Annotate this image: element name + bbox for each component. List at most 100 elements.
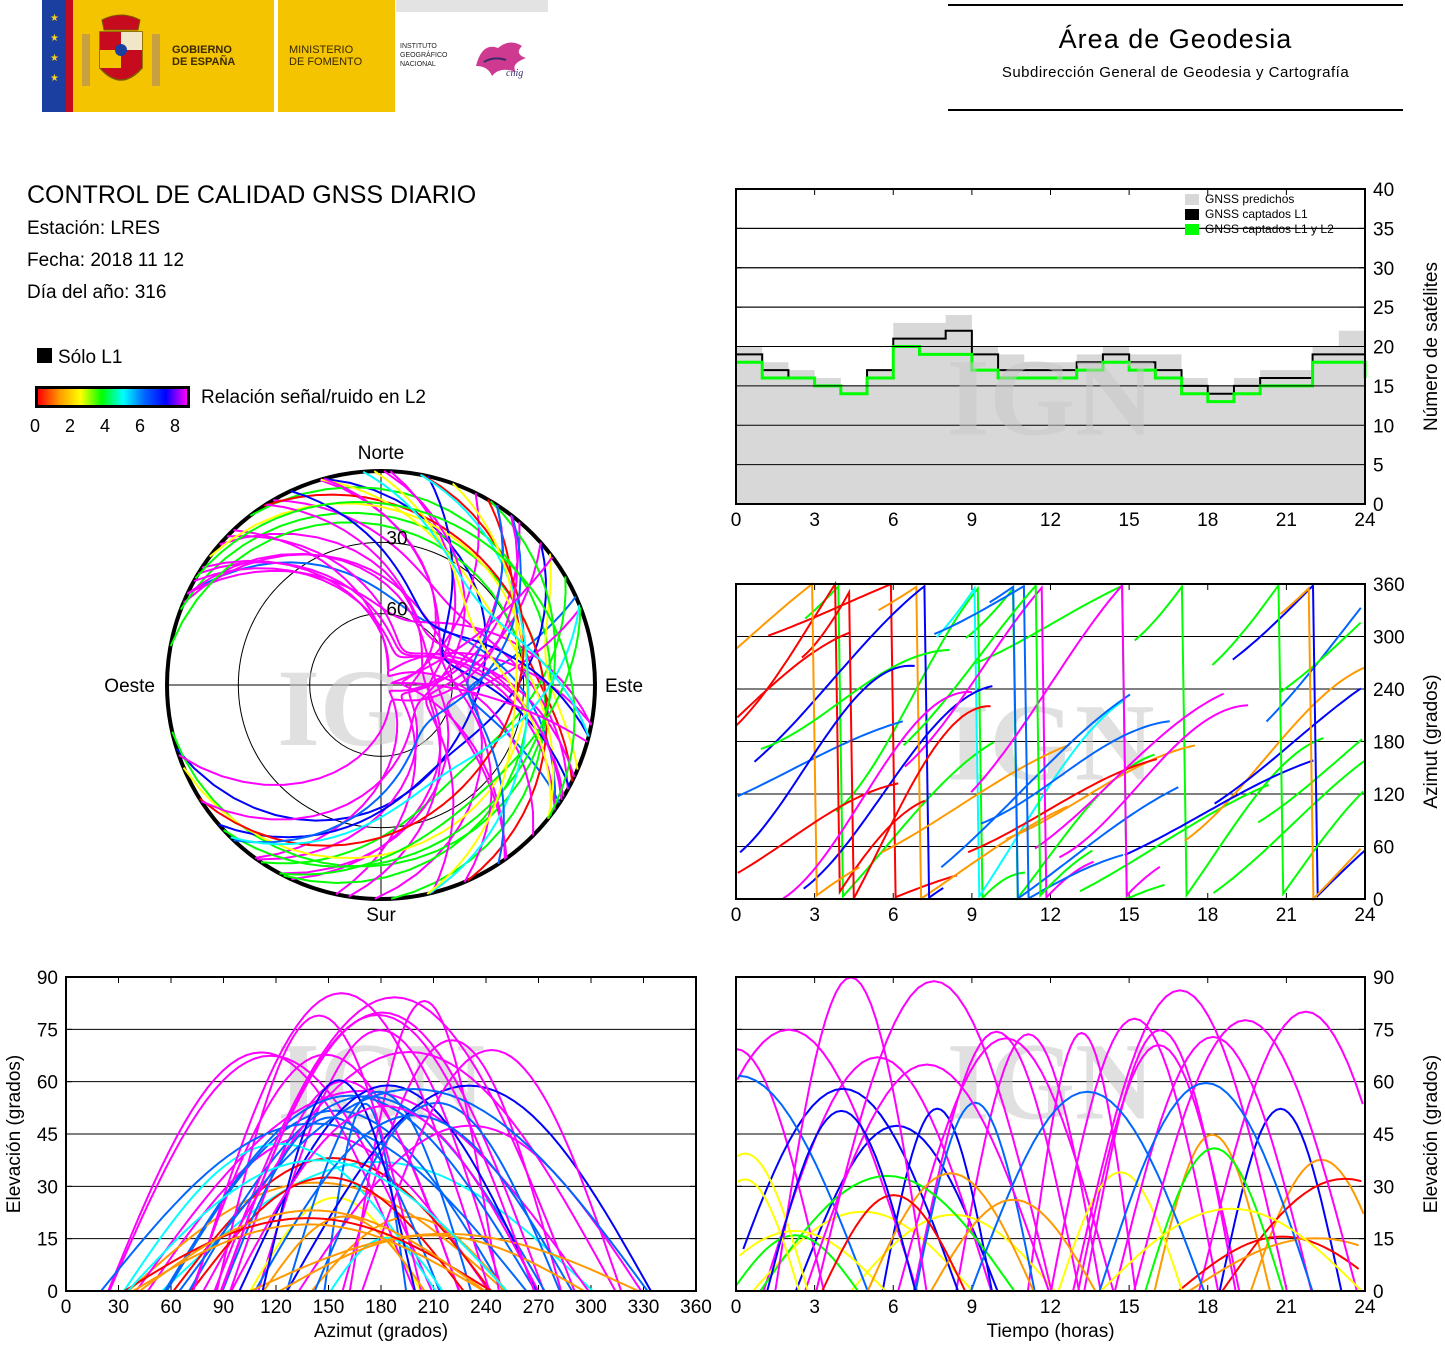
y-tick-label: 75 [1373, 1020, 1394, 1041]
legend-label: GNSS predichos [1205, 192, 1294, 206]
y-tick-label: 30 [1373, 1177, 1394, 1198]
satellite-track [930, 1198, 1097, 1292]
satellite-track [1006, 746, 1195, 840]
y-tick-label: 25 [1373, 298, 1394, 319]
satellite-track [161, 1160, 594, 1292]
snr-legend-label: Relación señal/ruido en L2 [201, 387, 426, 408]
satellite-track [1212, 585, 1363, 893]
satellite-track [866, 1172, 1035, 1292]
x-tick-label: 15 [1119, 905, 1140, 926]
satellite-track [262, 1215, 426, 1292]
satellite-track [755, 586, 944, 897]
satellite-track [186, 552, 450, 875]
plot-frame [735, 188, 1366, 505]
day-of-year-label: Día del año: 316 [27, 282, 167, 303]
satellite-track [233, 515, 522, 844]
y-tick-label: 90 [37, 968, 58, 989]
satellite-track [1215, 688, 1361, 803]
area-subtitle: Subdirección General de Geodesia y Carto… [1001, 64, 1350, 81]
azimuth-tracks [736, 584, 1365, 899]
skyplot-west-label: Oeste [104, 676, 155, 697]
x-tick-label: 24 [1354, 1297, 1376, 1318]
date-label: Fecha: 2018 11 12 [27, 250, 185, 271]
satellite-track [192, 992, 491, 1292]
area-title: Área de Geodesia [1058, 24, 1293, 54]
x-tick-label: 24 [1354, 905, 1376, 926]
plot-frame [735, 976, 1366, 1292]
satellite-track [123, 1217, 492, 1292]
satellite-track [1135, 587, 1324, 896]
cnig-text: cnig [506, 68, 523, 79]
satellite-track [737, 584, 860, 895]
satellite-track [761, 650, 950, 749]
x-tick-label: 3 [809, 905, 820, 926]
satellite-track [804, 1063, 1050, 1292]
satellite-track [389, 556, 588, 743]
satellite-track [879, 587, 1068, 899]
x-tick-label: 330 [628, 1297, 660, 1318]
x-tick-label: 21 [1276, 1297, 1297, 1318]
ign-watermark: IGN [947, 337, 1155, 459]
satellite-track [1080, 785, 1269, 891]
satellite-track [740, 666, 915, 853]
satellite-track [213, 996, 576, 1292]
satellite-track [1050, 1017, 1220, 1292]
satellite-track [1113, 1035, 1313, 1292]
satellite-track [736, 1152, 809, 1292]
l1-only-swatch [37, 348, 52, 363]
legend-swatch [1185, 209, 1199, 220]
satellite-track [127, 1181, 506, 1292]
y-tick-label: 60 [1373, 838, 1394, 859]
satellite-track [941, 695, 1130, 868]
satellite-track [279, 1234, 585, 1292]
y-axis-label: Elevación (grados) [4, 1055, 25, 1213]
x-tick-label: 0 [731, 510, 742, 531]
y-tick-label: 45 [37, 1125, 58, 1146]
y-tick-label: 0 [1373, 495, 1384, 516]
cnig-logo: cnig [476, 42, 526, 79]
ring-label-60: 60 [386, 600, 407, 621]
ring-label-30: 30 [386, 528, 407, 549]
y-tick-label: 35 [1373, 219, 1394, 240]
satellite-track [1177, 1235, 1360, 1292]
x-tick-label: 210 [418, 1297, 450, 1318]
satellite-track [219, 533, 442, 881]
satellite-track [802, 592, 991, 898]
x-tick-label: 6 [888, 1297, 899, 1318]
satellite-track [1218, 1107, 1343, 1292]
x-tick-label: 21 [1276, 905, 1297, 926]
satellite-track [821, 1194, 967, 1292]
snr-tick: 2 [64, 416, 75, 436]
satellite-track [738, 1074, 869, 1292]
satellite-track [766, 1109, 917, 1292]
satellite-track [230, 1104, 540, 1292]
satellite-track [736, 1028, 918, 1292]
satellite-track [194, 500, 576, 819]
satellite-track [1035, 694, 1224, 849]
x-tick-label: 120 [260, 1297, 292, 1318]
header-bottom-rule [948, 109, 1403, 111]
x-tick-label: 18 [1197, 510, 1218, 531]
legend-swatch [1185, 224, 1199, 235]
satellite-track [912, 1030, 1081, 1292]
x-tick-label: 6 [888, 905, 899, 926]
x-tick-label: 30 [108, 1297, 129, 1318]
satellite-track [759, 1174, 1016, 1292]
satellite-track [260, 576, 567, 865]
y-tick-label: 10 [1373, 416, 1394, 437]
satellite-track [768, 584, 957, 897]
x-tick-label: 270 [523, 1297, 555, 1318]
satellite-track [815, 980, 1053, 1292]
satellite-track [1100, 1207, 1363, 1292]
satellite-track [1072, 989, 1288, 1292]
satellite-track [794, 1124, 999, 1292]
satellite-track [1280, 623, 1360, 692]
instituto-text: INSTITUTO GEOGRÁFICO NACIONAL [400, 43, 448, 68]
satellite-track [146, 1132, 490, 1292]
satellite-track [1133, 1019, 1358, 1292]
satellite-track [783, 692, 972, 899]
satellite-track [737, 1178, 801, 1292]
satellite-track [1083, 1029, 1237, 1292]
